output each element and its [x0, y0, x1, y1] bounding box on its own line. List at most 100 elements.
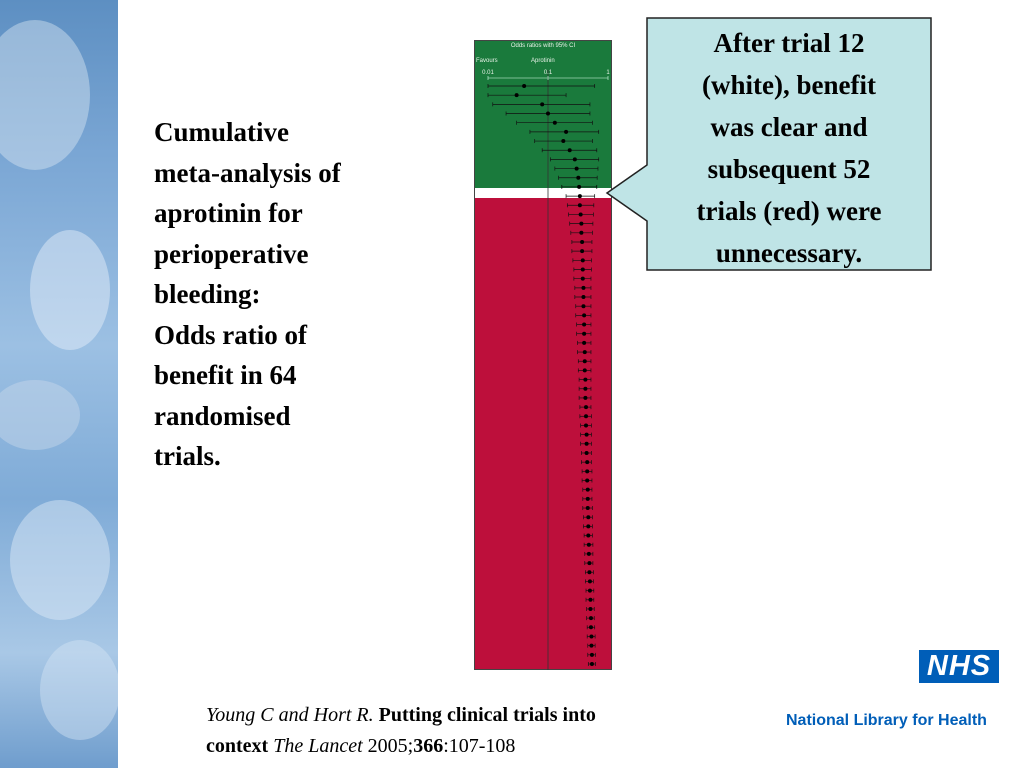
trial-marker [578, 386, 592, 391]
point-estimate [577, 203, 582, 208]
decorative-photo-blob [40, 640, 118, 740]
trial-marker [582, 506, 593, 511]
plot-border [474, 40, 612, 670]
trial-marker [571, 249, 593, 254]
point-estimate [582, 322, 587, 327]
trial-marker [575, 313, 592, 318]
point-estimate [588, 625, 593, 630]
point-estimate [586, 542, 591, 547]
point-estimate [589, 643, 594, 648]
trial-marker [578, 377, 592, 382]
title-line: Odds ratio of [154, 319, 308, 350]
callout-shape [605, 17, 932, 271]
trial-marker [584, 561, 594, 566]
title-line: randomised [154, 400, 291, 431]
point-estimate [585, 469, 590, 474]
trial-marker [572, 258, 592, 263]
trial-marker [584, 551, 594, 556]
trial-marker [581, 469, 593, 474]
callout-line: trials (red) were [696, 196, 882, 226]
trial-marker [585, 588, 595, 593]
trial-marker [576, 322, 592, 327]
trial-marker [585, 597, 595, 602]
trial-marker [565, 194, 596, 199]
trial-marker [582, 496, 593, 501]
trial-marker [566, 203, 595, 208]
point-estimate [567, 148, 572, 153]
point-estimate [577, 184, 582, 189]
trial-marker [577, 368, 592, 373]
point-estimate [580, 276, 585, 281]
trial-marker [587, 662, 596, 666]
callout-text: After trial 12 (white), benefit was clea… [648, 22, 930, 274]
trial-marker [574, 295, 592, 300]
point-estimate [581, 285, 586, 290]
decorative-photo-strip [0, 0, 118, 768]
nhs-logo: NHS [919, 650, 999, 683]
title-line: perioperative [154, 238, 309, 269]
x-tick-label: 0.1 [544, 70, 553, 76]
trial-marker [577, 340, 592, 345]
title-line: meta-analysis of [154, 157, 341, 188]
trial-marker [570, 230, 593, 235]
trial-marker [505, 111, 591, 116]
forest-plot: Odds ratios with 95% CI Favours Aprotini… [474, 40, 612, 670]
trial-markers [487, 84, 600, 666]
citation-title-part2: context [206, 735, 269, 757]
title-line: bleeding: [154, 279, 261, 309]
trial-marker [583, 533, 593, 538]
point-estimate [552, 120, 557, 125]
trial-marker [492, 102, 591, 107]
citation-journal: The Lancet [273, 735, 363, 757]
point-estimate [585, 496, 590, 501]
point-estimate [580, 239, 585, 244]
decorative-photo-blob [0, 380, 80, 450]
trial-marker [577, 359, 592, 364]
trial-marker [586, 625, 596, 630]
point-estimate [582, 350, 587, 355]
point-estimate [574, 166, 579, 171]
point-estimate [577, 194, 582, 199]
trial-marker [578, 395, 592, 400]
trial-marker [487, 84, 596, 88]
slide-title: Cumulative meta-analysis of aprotinin fo… [154, 112, 404, 477]
point-estimate [578, 212, 583, 217]
point-estimate [579, 230, 584, 235]
point-estimate [514, 93, 519, 98]
trial-marker [581, 478, 593, 483]
green-zone [474, 40, 612, 188]
point-estimate [589, 634, 594, 639]
trial-marker [580, 441, 592, 446]
point-estimate [582, 359, 587, 364]
trial-marker [585, 579, 594, 584]
point-estimate [588, 606, 593, 611]
title-line: trials. [154, 441, 221, 471]
point-estimate [540, 102, 545, 107]
point-estimate [564, 129, 569, 134]
point-estimate [587, 570, 592, 575]
point-estimate [583, 386, 588, 391]
citation-year: 2005; [367, 735, 414, 757]
point-estimate [589, 662, 594, 666]
trial-marker [583, 515, 593, 520]
trial-marker [581, 460, 592, 465]
trial-marker [580, 423, 592, 428]
citation-authors: Young C and Hort R. [206, 704, 374, 726]
point-estimate [586, 551, 591, 556]
point-estimate [576, 175, 581, 180]
trial-marker [577, 350, 592, 355]
trial-marker [587, 652, 596, 657]
decorative-photo-blob [30, 230, 110, 350]
trial-marker [541, 148, 598, 153]
point-estimate [588, 616, 593, 621]
point-estimate [586, 533, 591, 538]
point-estimate [586, 524, 591, 529]
trial-marker [561, 184, 598, 189]
callout-line: was clear and [710, 112, 868, 142]
trial-marker [516, 120, 593, 125]
trial-marker [575, 304, 592, 309]
point-estimate [583, 377, 588, 382]
point-estimate [579, 221, 584, 226]
point-estimate [581, 295, 586, 300]
point-estimate [589, 652, 594, 657]
